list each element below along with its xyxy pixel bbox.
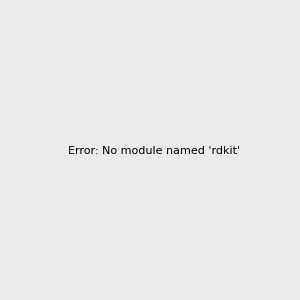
Text: Error: No module named 'rdkit': Error: No module named 'rdkit': [68, 146, 240, 157]
